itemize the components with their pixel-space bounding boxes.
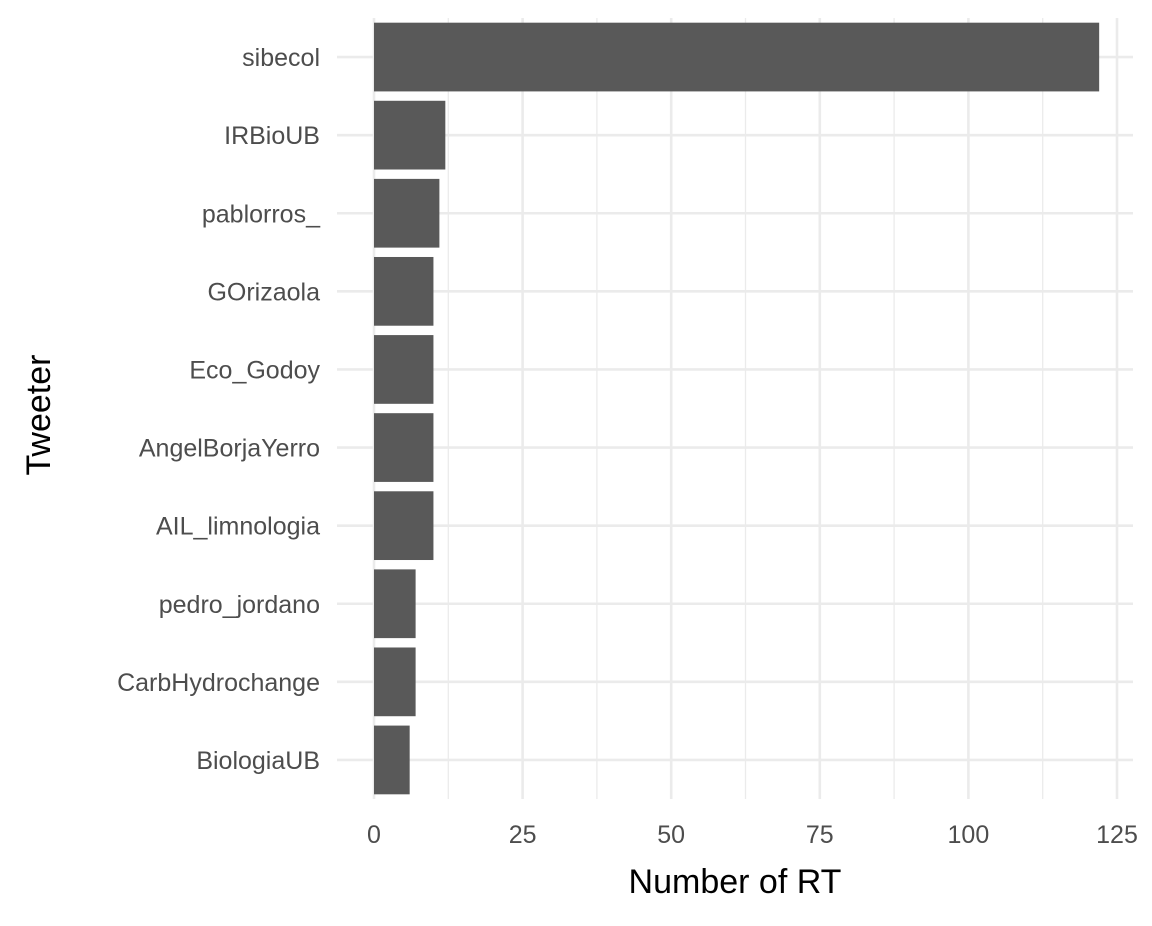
y-tick-label: sibecol — [242, 44, 320, 72]
y-tick-label: pedro_jordano — [159, 591, 320, 619]
bar-GOrizaola — [374, 256, 434, 326]
y-tick-labels: sibecol IRBioUB pablorros_ GOrizaola Eco_God… — [117, 44, 321, 775]
x-tick-label: 100 — [948, 821, 990, 849]
bar-IRBioUB — [374, 100, 446, 170]
y-tick-label: IRBioUB — [224, 122, 320, 150]
y-tick-label: AngelBorjaYerro — [139, 435, 320, 463]
bar-Eco_Godoy — [374, 335, 434, 404]
x-tick-label: 125 — [1096, 821, 1138, 849]
x-tick-label: 25 — [509, 821, 537, 849]
bar-pedro_jordano — [374, 569, 416, 639]
bar-AngelBorjaYerro — [374, 413, 434, 482]
bar-AIL_limnologia — [374, 491, 434, 561]
y-tick-label: CarbHydrochange — [117, 669, 320, 697]
y-tick-label: BiologiaUB — [196, 747, 320, 775]
x-tick-label: 0 — [367, 821, 381, 849]
y-tick-label: Eco_Godoy — [189, 356, 320, 384]
bar-pablorros_ — [374, 178, 440, 248]
bar-sibecol — [374, 22, 1100, 92]
bars — [374, 22, 1100, 795]
grid-minor-lines — [447, 18, 1044, 799]
y-tick-label: AIL_limnologia — [156, 513, 320, 541]
x-axis-title: Number of RT — [629, 863, 842, 901]
bar-BiologiaUB — [374, 725, 410, 795]
y-tick-label: pablorros_ — [202, 200, 321, 228]
x-tick-label: 75 — [806, 821, 834, 849]
x-tick-labels: 0 25 50 75 100 125 — [367, 821, 1138, 849]
y-axis-title: Tweeter — [20, 355, 58, 476]
grid-major-lines — [337, 18, 1133, 799]
x-tick-label: 50 — [657, 821, 685, 849]
bar-CarbHydrochange — [374, 647, 416, 717]
y-tick-label: GOrizaola — [207, 278, 320, 306]
